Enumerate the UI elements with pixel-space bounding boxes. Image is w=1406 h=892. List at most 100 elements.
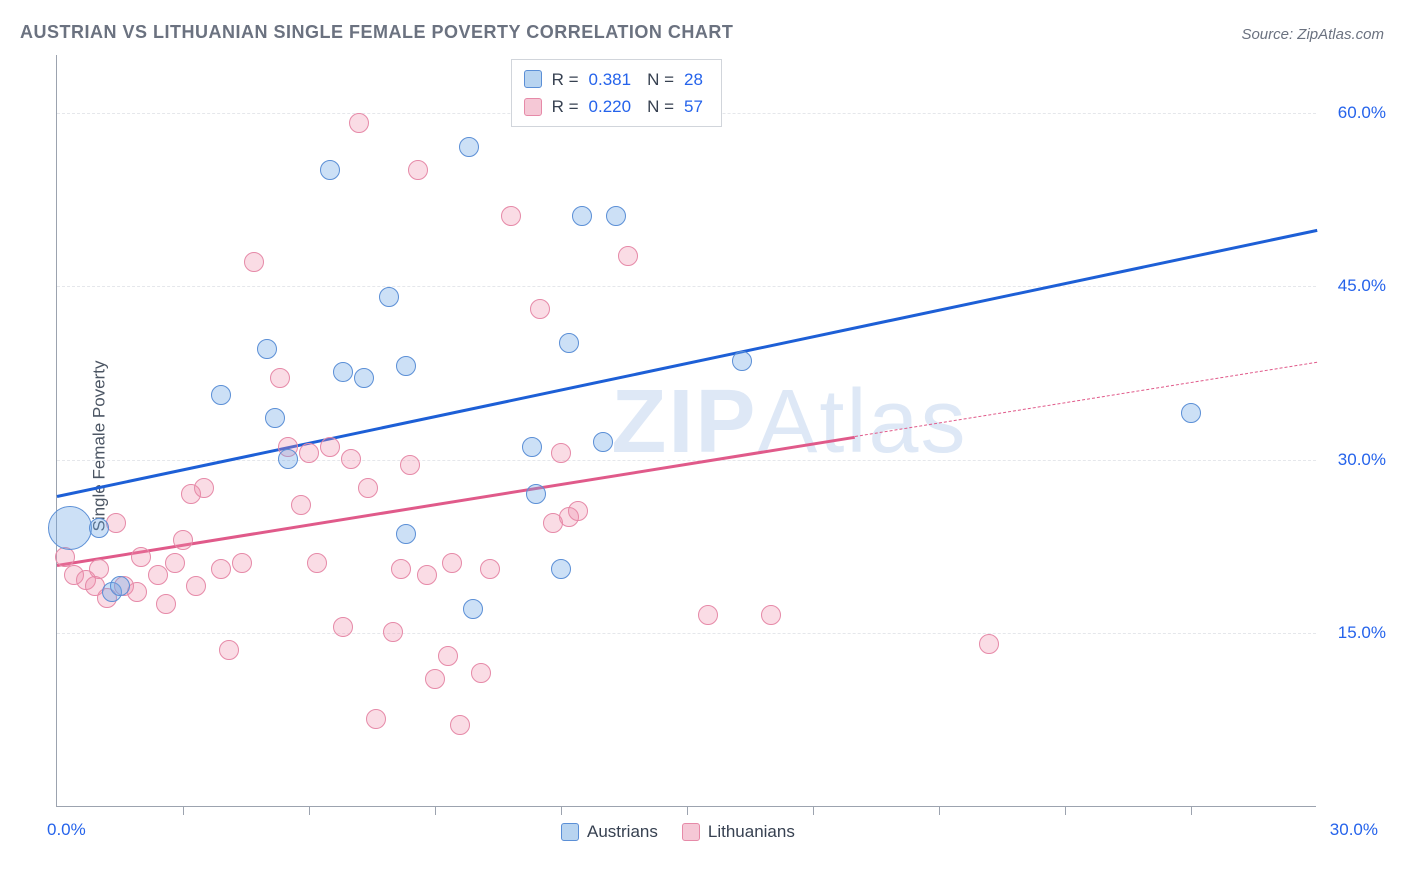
data-point-austrians (333, 362, 353, 382)
r-value: 0.220 (589, 93, 632, 120)
trend-line (855, 362, 1317, 437)
data-point-lithuanians (391, 559, 411, 579)
data-point-lithuanians (131, 547, 151, 567)
data-point-lithuanians (89, 559, 109, 579)
data-point-lithuanians (471, 663, 491, 683)
n-value: 57 (684, 93, 703, 120)
data-point-austrians (526, 484, 546, 504)
data-point-lithuanians (438, 646, 458, 666)
y-tick-label: 30.0% (1338, 450, 1386, 470)
legend-label: Lithuanians (708, 822, 795, 842)
stats-row-lithuanians: R = 0.220 N = 57 (524, 93, 709, 120)
data-point-lithuanians (341, 449, 361, 469)
data-point-lithuanians (165, 553, 185, 573)
data-point-lithuanians (442, 553, 462, 573)
bottom-legend: Austrians Lithuanians (561, 822, 795, 842)
data-point-austrians (459, 137, 479, 157)
data-point-austrians (606, 206, 626, 226)
data-point-lithuanians (194, 478, 214, 498)
data-point-lithuanians (270, 368, 290, 388)
data-point-austrians (572, 206, 592, 226)
chart-title: AUSTRIAN VS LITHUANIAN SINGLE FEMALE POV… (20, 22, 733, 43)
x-max-label: 30.0% (1330, 820, 1378, 840)
data-point-austrians (278, 449, 298, 469)
data-point-austrians (463, 599, 483, 619)
data-point-lithuanians (299, 443, 319, 463)
data-point-lithuanians (333, 617, 353, 637)
data-point-austrians (551, 559, 571, 579)
data-point-lithuanians (383, 622, 403, 642)
data-point-lithuanians (156, 594, 176, 614)
data-point-lithuanians (408, 160, 428, 180)
data-point-austrians (48, 506, 92, 550)
plot-area: 15.0%30.0%45.0%60.0%0.0%30.0%ZIPAtlasR =… (56, 55, 1316, 807)
data-point-lithuanians (291, 495, 311, 515)
x-tick (1065, 806, 1066, 815)
y-tick-label: 45.0% (1338, 276, 1386, 296)
data-point-lithuanians (501, 206, 521, 226)
data-point-lithuanians (358, 478, 378, 498)
data-point-lithuanians (307, 553, 327, 573)
data-point-lithuanians (320, 437, 340, 457)
legend-item-lithuanians: Lithuanians (682, 822, 795, 842)
n-label: N = (647, 93, 674, 120)
x-tick (813, 806, 814, 815)
swatch-lithuanians-icon (682, 823, 700, 841)
data-point-austrians (211, 385, 231, 405)
r-label: R = (552, 93, 579, 120)
data-point-austrians (732, 351, 752, 371)
watermark: ZIPAtlas (611, 371, 967, 474)
stats-row-austrians: R =0.381N =28 (524, 66, 709, 93)
data-point-austrians (522, 437, 542, 457)
source-attribution: Source: ZipAtlas.com (1241, 26, 1384, 43)
data-point-austrians (320, 160, 340, 180)
data-point-lithuanians (417, 565, 437, 585)
gridline (57, 460, 1316, 461)
data-point-lithuanians (530, 299, 550, 319)
data-point-lithuanians (480, 559, 500, 579)
gridline (57, 286, 1316, 287)
data-point-lithuanians (211, 559, 231, 579)
x-tick (561, 806, 562, 815)
data-point-lithuanians (618, 246, 638, 266)
x-tick (687, 806, 688, 815)
x-tick (939, 806, 940, 815)
n-label: N = (647, 66, 674, 93)
legend-label: Austrians (587, 822, 658, 842)
data-point-austrians (265, 408, 285, 428)
swatch-austrians-icon (524, 70, 542, 88)
data-point-austrians (354, 368, 374, 388)
data-point-lithuanians (551, 443, 571, 463)
x-min-label: 0.0% (47, 820, 86, 840)
x-tick (1191, 806, 1192, 815)
chart-container: AUSTRIAN VS LITHUANIAN SINGLE FEMALE POV… (0, 0, 1406, 892)
data-point-lithuanians (979, 634, 999, 654)
data-point-austrians (110, 576, 130, 596)
x-tick (435, 806, 436, 815)
data-point-lithuanians (761, 605, 781, 625)
swatch-austrians-icon (561, 823, 579, 841)
stats-legend-box: R =0.381N =28R =0.220N =57 (511, 59, 722, 127)
data-point-lithuanians (219, 640, 239, 660)
data-point-lithuanians (173, 530, 193, 550)
data-point-austrians (396, 356, 416, 376)
data-point-lithuanians (425, 669, 445, 689)
legend-item-austrians: Austrians (561, 822, 658, 842)
n-value: 28 (684, 66, 703, 93)
data-point-austrians (89, 518, 109, 538)
x-tick (183, 806, 184, 815)
data-point-lithuanians (568, 501, 588, 521)
data-point-lithuanians (232, 553, 252, 573)
y-tick-label: 15.0% (1338, 623, 1386, 643)
x-tick (309, 806, 310, 815)
data-point-austrians (559, 333, 579, 353)
data-point-austrians (379, 287, 399, 307)
data-point-lithuanians (400, 455, 420, 475)
data-point-lithuanians (186, 576, 206, 596)
data-point-austrians (396, 524, 416, 544)
data-point-lithuanians (244, 252, 264, 272)
data-point-lithuanians (349, 113, 369, 133)
data-point-lithuanians (366, 709, 386, 729)
trend-line (57, 229, 1318, 498)
gridline (57, 633, 1316, 634)
